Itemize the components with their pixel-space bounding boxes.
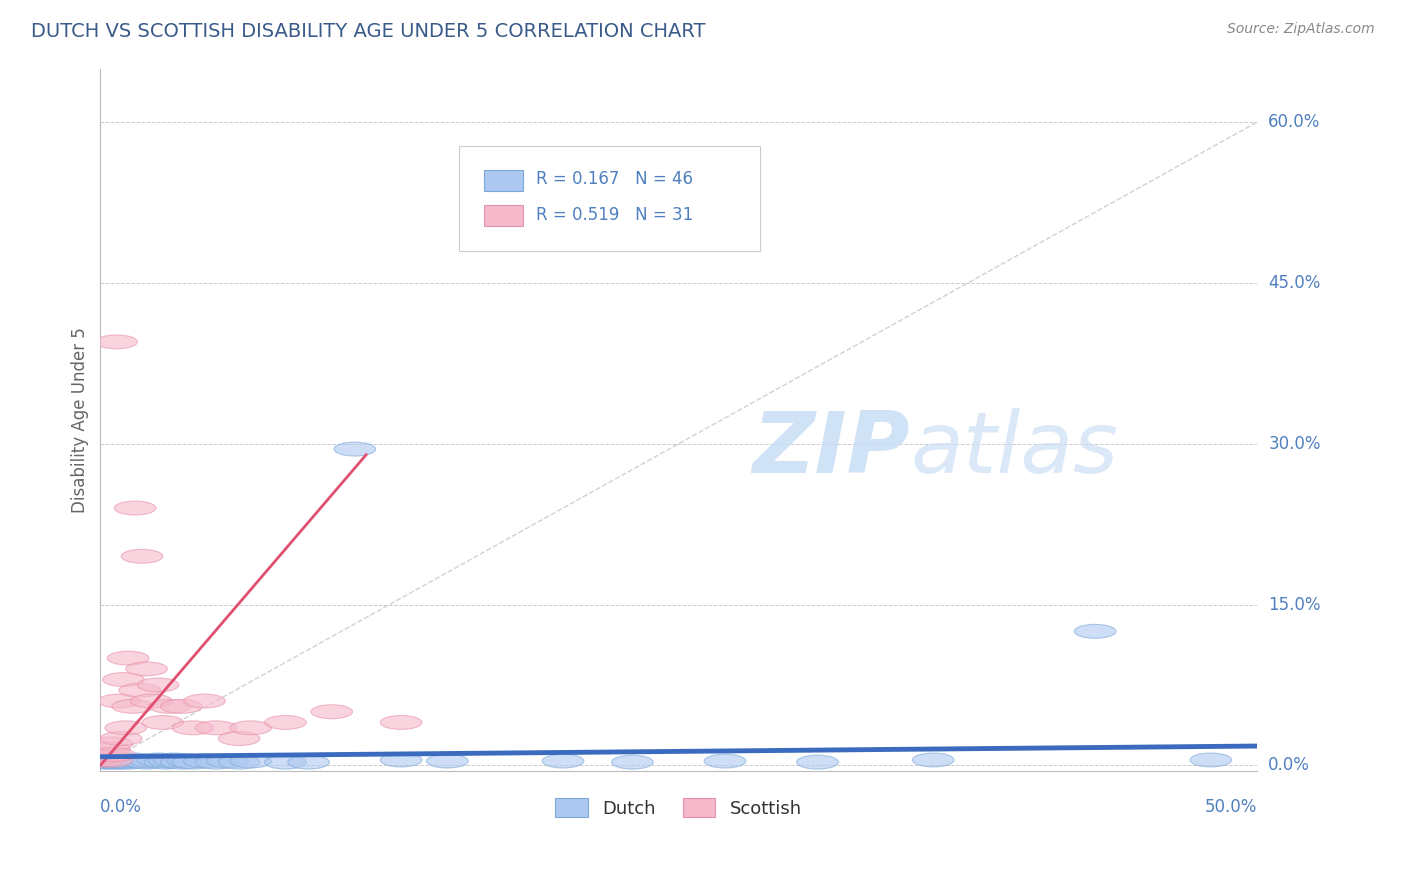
Bar xyxy=(485,170,523,191)
Ellipse shape xyxy=(138,753,179,767)
Ellipse shape xyxy=(172,756,214,769)
Bar xyxy=(485,205,523,227)
Ellipse shape xyxy=(103,754,145,768)
Ellipse shape xyxy=(138,678,179,692)
Ellipse shape xyxy=(87,747,128,762)
Text: 15.0%: 15.0% xyxy=(1268,596,1320,614)
Ellipse shape xyxy=(114,753,156,767)
Text: DUTCH VS SCOTTISH DISABILITY AGE UNDER 5 CORRELATION CHART: DUTCH VS SCOTTISH DISABILITY AGE UNDER 5… xyxy=(31,22,706,41)
Text: 50.0%: 50.0% xyxy=(1205,798,1257,816)
Ellipse shape xyxy=(1189,753,1232,767)
Ellipse shape xyxy=(153,753,195,767)
Ellipse shape xyxy=(207,754,249,768)
Ellipse shape xyxy=(335,442,375,456)
Text: 0.0%: 0.0% xyxy=(100,798,142,816)
Text: 30.0%: 30.0% xyxy=(1268,434,1320,453)
Ellipse shape xyxy=(797,756,838,769)
Ellipse shape xyxy=(380,753,422,767)
Ellipse shape xyxy=(107,756,149,769)
Ellipse shape xyxy=(121,549,163,563)
Ellipse shape xyxy=(912,753,955,767)
Ellipse shape xyxy=(543,754,583,768)
Ellipse shape xyxy=(167,754,209,768)
Ellipse shape xyxy=(120,683,160,698)
Ellipse shape xyxy=(103,673,145,687)
Ellipse shape xyxy=(149,699,191,714)
Ellipse shape xyxy=(87,752,128,766)
Ellipse shape xyxy=(311,705,353,719)
Ellipse shape xyxy=(426,754,468,768)
Ellipse shape xyxy=(112,699,153,714)
Ellipse shape xyxy=(84,750,125,764)
Ellipse shape xyxy=(91,753,132,767)
Ellipse shape xyxy=(96,753,138,767)
Ellipse shape xyxy=(87,754,128,768)
Ellipse shape xyxy=(264,715,307,730)
Text: 45.0%: 45.0% xyxy=(1268,274,1320,292)
Ellipse shape xyxy=(89,756,131,769)
Ellipse shape xyxy=(93,752,135,766)
Text: R = 0.167   N = 46: R = 0.167 N = 46 xyxy=(537,170,693,188)
Text: ZIP: ZIP xyxy=(752,408,910,491)
Ellipse shape xyxy=(218,731,260,746)
Ellipse shape xyxy=(264,756,307,769)
Ellipse shape xyxy=(100,731,142,746)
Ellipse shape xyxy=(82,753,124,767)
Ellipse shape xyxy=(98,754,139,768)
Y-axis label: Disability Age Under 5: Disability Age Under 5 xyxy=(72,326,89,513)
Legend: Dutch, Scottish: Dutch, Scottish xyxy=(548,791,810,825)
Ellipse shape xyxy=(82,753,124,767)
Ellipse shape xyxy=(91,753,132,767)
Ellipse shape xyxy=(160,699,202,714)
Ellipse shape xyxy=(218,756,260,769)
Ellipse shape xyxy=(184,694,225,708)
Ellipse shape xyxy=(107,651,149,665)
Ellipse shape xyxy=(142,715,184,730)
FancyBboxPatch shape xyxy=(458,145,759,251)
Ellipse shape xyxy=(96,334,138,349)
Ellipse shape xyxy=(172,721,214,735)
Ellipse shape xyxy=(160,756,202,769)
Ellipse shape xyxy=(612,756,654,769)
Ellipse shape xyxy=(380,715,422,730)
Ellipse shape xyxy=(149,754,191,768)
Ellipse shape xyxy=(96,756,138,769)
Ellipse shape xyxy=(131,754,172,768)
Ellipse shape xyxy=(231,754,271,768)
Text: atlas: atlas xyxy=(910,408,1118,491)
Ellipse shape xyxy=(105,721,146,735)
Ellipse shape xyxy=(184,754,225,768)
Ellipse shape xyxy=(1074,624,1116,639)
Ellipse shape xyxy=(125,662,167,676)
Ellipse shape xyxy=(704,754,745,768)
Ellipse shape xyxy=(288,756,329,769)
Ellipse shape xyxy=(131,694,172,708)
Ellipse shape xyxy=(91,754,132,768)
Ellipse shape xyxy=(98,694,139,708)
Ellipse shape xyxy=(114,501,156,515)
Ellipse shape xyxy=(93,747,135,762)
Ellipse shape xyxy=(91,737,132,751)
Text: 0.0%: 0.0% xyxy=(1268,756,1310,774)
Ellipse shape xyxy=(84,756,125,769)
Text: R = 0.519   N = 31: R = 0.519 N = 31 xyxy=(537,205,693,224)
Ellipse shape xyxy=(110,754,152,768)
Ellipse shape xyxy=(120,754,160,768)
Text: Source: ZipAtlas.com: Source: ZipAtlas.com xyxy=(1227,22,1375,37)
Ellipse shape xyxy=(125,756,167,769)
Ellipse shape xyxy=(89,742,131,756)
Ellipse shape xyxy=(231,721,271,735)
Text: 60.0%: 60.0% xyxy=(1268,113,1320,131)
Ellipse shape xyxy=(84,750,125,764)
Ellipse shape xyxy=(195,756,236,769)
Ellipse shape xyxy=(145,756,186,769)
Ellipse shape xyxy=(105,753,146,767)
Ellipse shape xyxy=(100,756,142,769)
Ellipse shape xyxy=(89,751,131,764)
Ellipse shape xyxy=(195,721,236,735)
